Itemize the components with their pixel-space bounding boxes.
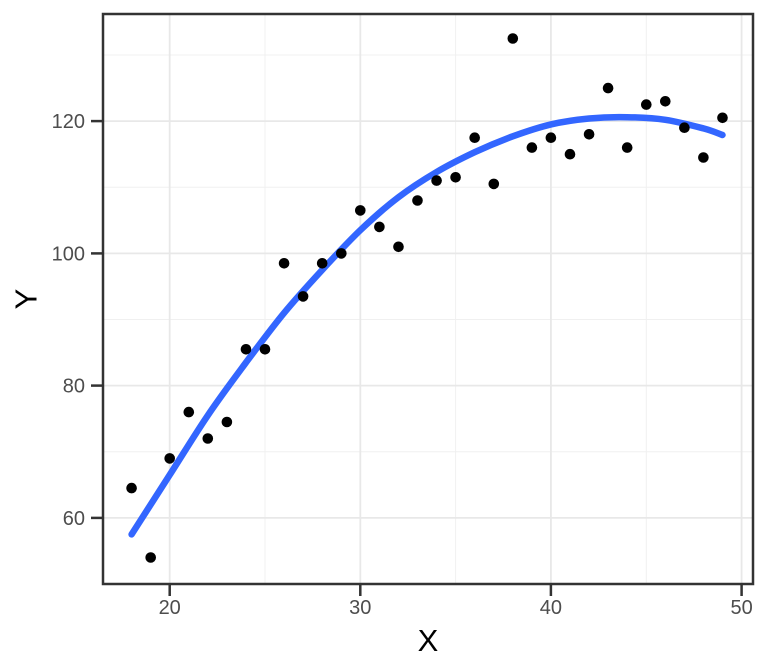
data-point	[431, 175, 442, 186]
data-point	[316, 258, 328, 269]
data-point	[545, 132, 557, 143]
data-point	[183, 406, 195, 418]
y-tick-label: 100	[52, 243, 85, 265]
data-point	[507, 33, 519, 44]
data-point	[355, 205, 366, 216]
data-point	[660, 96, 671, 107]
data-point	[564, 148, 576, 160]
data-point	[450, 172, 461, 183]
data-point	[336, 248, 347, 259]
data-point	[698, 152, 709, 163]
data-point	[240, 344, 252, 355]
x-tick-label: 50	[730, 597, 752, 619]
data-point	[412, 195, 423, 206]
data-point	[278, 258, 290, 269]
data-point	[679, 122, 690, 133]
data-point	[202, 433, 214, 444]
y-tick-label: 80	[63, 376, 85, 398]
x-axis-title: X	[417, 623, 439, 658]
y-tick-label: 60	[63, 508, 85, 530]
data-point	[621, 142, 633, 153]
data-point	[526, 142, 538, 153]
y-tick-label: 120	[52, 111, 85, 133]
data-point	[374, 221, 385, 233]
data-point	[259, 344, 271, 355]
data-point	[164, 453, 175, 464]
y-axis-title: Y	[8, 288, 44, 310]
data-point	[469, 132, 481, 143]
plot-panel	[103, 14, 753, 584]
data-point	[145, 552, 156, 563]
data-point	[602, 82, 614, 94]
panel-border	[101, 12, 755, 586]
x-tick-label: 40	[540, 597, 562, 619]
data-point	[297, 291, 309, 302]
data-point	[221, 416, 233, 428]
data-point	[393, 241, 404, 253]
data-point	[583, 129, 595, 140]
x-tick-label: 20	[159, 597, 181, 619]
data-point	[717, 112, 728, 124]
smooth-line	[128, 113, 726, 538]
data-point	[641, 99, 652, 110]
data-point	[126, 482, 137, 494]
data-point	[488, 178, 500, 190]
x-tick-label: 30	[349, 597, 371, 619]
